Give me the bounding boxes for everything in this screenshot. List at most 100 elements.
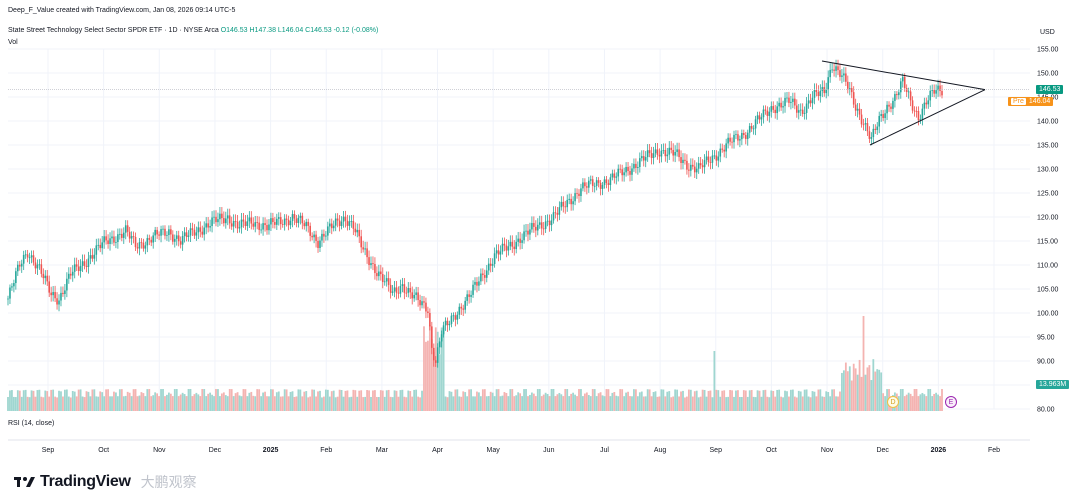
- volume-bar: [205, 396, 208, 411]
- candle-body: [652, 153, 655, 158]
- volume-bar: [291, 391, 294, 411]
- candle-body: [854, 104, 857, 111]
- candle-body: [330, 223, 333, 229]
- candle-body: [436, 347, 439, 363]
- candle-body: [801, 109, 804, 114]
- volume-bar: [521, 396, 523, 411]
- candle-body: [44, 275, 47, 279]
- candle-body: [69, 273, 72, 276]
- volume-bar: [116, 396, 119, 411]
- candle-body: [89, 255, 92, 259]
- volume-bar: [401, 389, 404, 411]
- candle-body: [172, 234, 174, 242]
- candle-body: [124, 225, 127, 233]
- x-tick-label: Mar: [376, 447, 389, 454]
- volume-bar: [701, 389, 704, 411]
- volume-bar: [283, 389, 286, 411]
- volume-bar: [485, 396, 488, 411]
- x-tick-label: May: [487, 447, 501, 454]
- volume-bar: [740, 396, 743, 411]
- tradingview-logo[interactable]: TradingView 大鹏观察: [14, 472, 197, 492]
- candle-body: [911, 100, 914, 111]
- volume-bar: [319, 390, 321, 411]
- candle-body: [313, 234, 315, 238]
- currency-label[interactable]: USD: [1040, 29, 1055, 36]
- candle-body: [529, 229, 531, 235]
- candle-body: [556, 212, 559, 215]
- volume-bar: [262, 392, 264, 411]
- candle-body: [336, 218, 339, 221]
- volume-bar: [273, 396, 276, 411]
- volume-bar: [232, 396, 235, 411]
- candle-body: [733, 134, 735, 143]
- volume-bar: [823, 396, 826, 411]
- volume-bar: [670, 397, 673, 411]
- volume-bar: [531, 392, 533, 411]
- candle-body: [266, 225, 268, 231]
- candle-body: [456, 314, 459, 320]
- volume-bar: [158, 396, 160, 411]
- volume-bar: [462, 391, 465, 411]
- volume-bar: [756, 390, 759, 411]
- volume-bar: [848, 366, 851, 411]
- candle-body: [658, 154, 661, 157]
- candle-body: [250, 217, 253, 224]
- candle-body: [223, 218, 225, 224]
- candle-body: [166, 235, 168, 236]
- volume-bar: [593, 389, 596, 411]
- volume-bar: [850, 380, 853, 411]
- volume-bar: [193, 394, 196, 411]
- candle-body: [872, 128, 875, 138]
- volume-bar: [691, 396, 694, 411]
- candle-body: [588, 180, 590, 188]
- candle-body: [574, 193, 576, 202]
- x-tick-label: Jul: [600, 447, 609, 454]
- candle-body: [923, 102, 926, 109]
- volume-bar: [748, 390, 751, 411]
- x-tick-label: Feb: [988, 447, 1000, 454]
- candle-body: [148, 238, 151, 240]
- candle-body: [297, 217, 300, 223]
- volume-bar: [497, 389, 500, 411]
- symbol-legend[interactable]: State Street Technology Select Sector SP…: [8, 27, 378, 34]
- volume-bar: [207, 393, 210, 411]
- candle-body: [48, 281, 51, 293]
- candle-body: [348, 221, 351, 226]
- rsi-legend[interactable]: RSI (14, close): [8, 420, 55, 427]
- volume-bar: [811, 391, 814, 411]
- y-tick-label: 155.00: [1037, 47, 1059, 54]
- volume-bar: [266, 396, 268, 411]
- candle-body: [650, 153, 653, 158]
- volume-bar: [344, 390, 347, 411]
- volume-bar: [148, 389, 151, 411]
- candle-body: [862, 124, 865, 126]
- candle-body: [554, 212, 557, 214]
- volume-bar: [874, 371, 877, 411]
- candle-body: [511, 241, 514, 247]
- volume-legend[interactable]: Vol: [8, 39, 18, 46]
- watermark: 大鹏观察: [140, 474, 197, 490]
- volume-bar: [440, 327, 443, 411]
- earnings-marker-icon[interactable]: E: [945, 396, 957, 408]
- volume-bar: [664, 396, 667, 411]
- dividend-marker-icon[interactable]: D: [887, 396, 899, 408]
- volume-bar: [935, 392, 938, 411]
- volume-bar: [177, 396, 180, 411]
- candle-body: [648, 150, 651, 154]
- candle-body: [597, 180, 600, 183]
- candle-body: [915, 110, 918, 112]
- candle-body: [438, 341, 441, 348]
- candle-body: [937, 85, 939, 91]
- candle-body: [419, 300, 421, 306]
- volume-bar: [495, 389, 498, 411]
- candle-body: [364, 248, 366, 250]
- candle-body: [307, 221, 310, 226]
- candle-body: [568, 198, 570, 200]
- candle-body: [693, 166, 696, 173]
- y-tick-label: 130.00: [1037, 167, 1059, 174]
- volume-bar: [725, 397, 728, 411]
- candle-body: [407, 288, 410, 293]
- candle-body: [707, 156, 710, 163]
- volume-bar: [383, 396, 386, 411]
